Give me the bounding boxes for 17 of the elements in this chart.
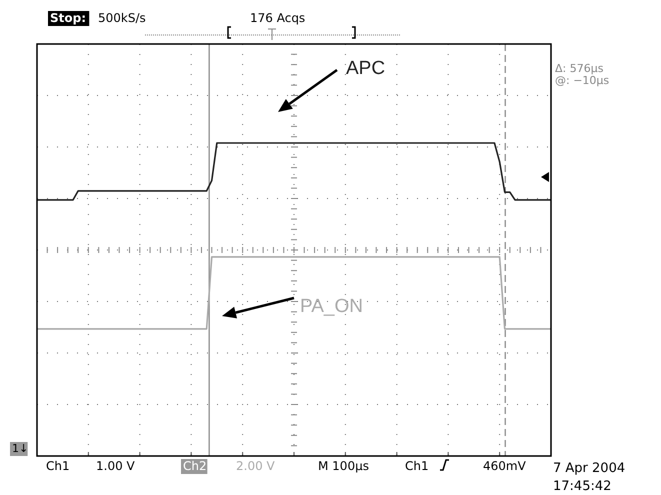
text: 7 Apr 2004 — [553, 461, 626, 476]
text: M 100µs — [318, 459, 369, 473]
text: 2.00 V — [236, 459, 276, 473]
text: 1.00 V — [96, 459, 136, 473]
text: Stop: — [50, 11, 86, 25]
text: @: −10µs — [555, 74, 610, 87]
text: APC — [346, 58, 386, 79]
text: Ch2 — [183, 459, 207, 473]
text: 17:45:42 — [553, 479, 612, 494]
text: Δ: 576µs — [555, 62, 604, 75]
text: Ch1 — [46, 459, 70, 473]
text: 500kS/s — [98, 11, 146, 25]
text: 460mV — [483, 459, 527, 473]
text: 176 Acqs — [250, 11, 306, 25]
text: 1↓ — [12, 442, 28, 455]
text: Ch1 — [405, 459, 429, 473]
text: PA_ON — [300, 296, 364, 317]
